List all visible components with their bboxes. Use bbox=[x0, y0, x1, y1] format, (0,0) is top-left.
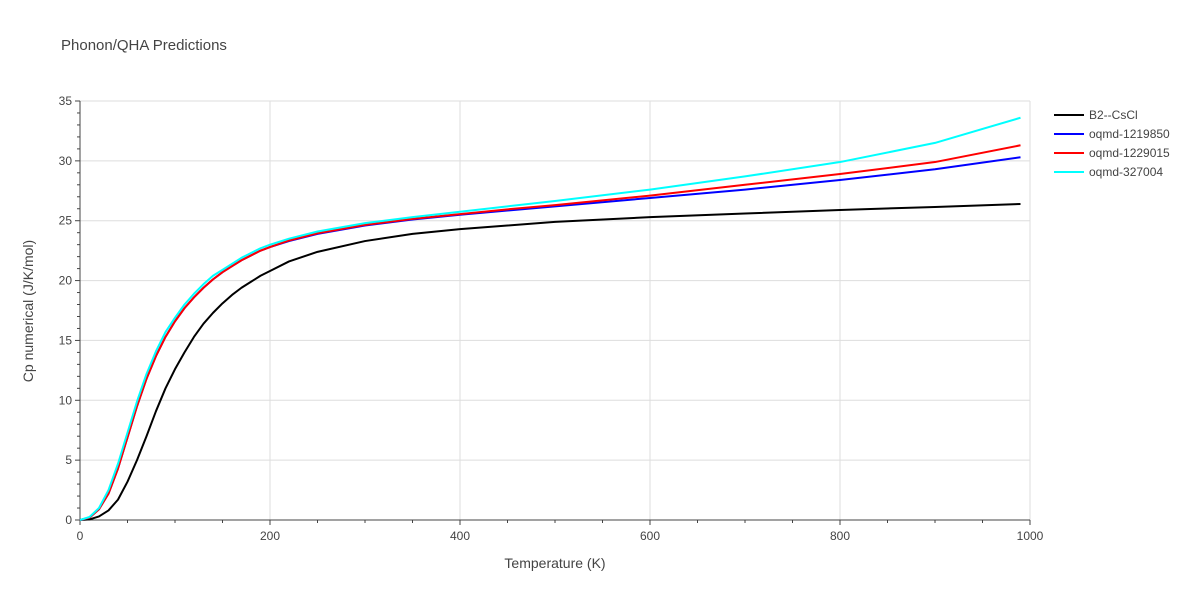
legend[interactable]: B2--CsCl oqmd-1219850 oqmd-1229015 oqmd-327… bbox=[1054, 108, 1170, 179]
y-axis-title: Cp numerical (J/K/mol) bbox=[20, 240, 36, 382]
y-tick-label: 15 bbox=[59, 333, 73, 347]
x-axis-ticks: 0 200 400 600 800 1000 bbox=[77, 520, 1044, 543]
y-axis-ticks: 0 5 10 15 20 25 30 35 bbox=[59, 94, 80, 527]
x-tick-label: 400 bbox=[450, 529, 470, 543]
y-tick-label: 20 bbox=[59, 274, 73, 288]
y-tick-label: 25 bbox=[59, 214, 73, 228]
x-tick-label: 1000 bbox=[1017, 529, 1044, 543]
x-tick-label: 0 bbox=[77, 529, 84, 543]
y-tick-label: 35 bbox=[59, 94, 73, 108]
legend-label-oqmd-1219850[interactable]: oqmd-1219850 bbox=[1089, 127, 1170, 141]
x-axis-title: Temperature (K) bbox=[504, 555, 605, 571]
series-line-oqmd-327004 bbox=[79, 116, 1021, 521]
series-group bbox=[79, 116, 1021, 521]
x-tick-label: 200 bbox=[260, 529, 280, 543]
series-line-oqmd-1229015 bbox=[79, 144, 1021, 521]
x-tick-label: 800 bbox=[830, 529, 850, 543]
y-tick-label: 30 bbox=[59, 154, 73, 168]
legend-label-b2-cscl[interactable]: B2--CsCl bbox=[1089, 108, 1138, 122]
legend-label-oqmd-327004[interactable]: oqmd-327004 bbox=[1089, 165, 1163, 179]
legend-label-oqmd-1229015[interactable]: oqmd-1229015 bbox=[1089, 146, 1170, 160]
chart-title: Phonon/QHA Predictions bbox=[61, 37, 227, 54]
grid bbox=[80, 100, 1031, 520]
y-tick-label: 5 bbox=[65, 453, 72, 467]
y-tick-label: 10 bbox=[59, 393, 73, 407]
y-tick-label: 0 bbox=[65, 513, 72, 527]
series-line-b2-cscl bbox=[79, 202, 1021, 521]
x-tick-label: 600 bbox=[640, 529, 660, 543]
